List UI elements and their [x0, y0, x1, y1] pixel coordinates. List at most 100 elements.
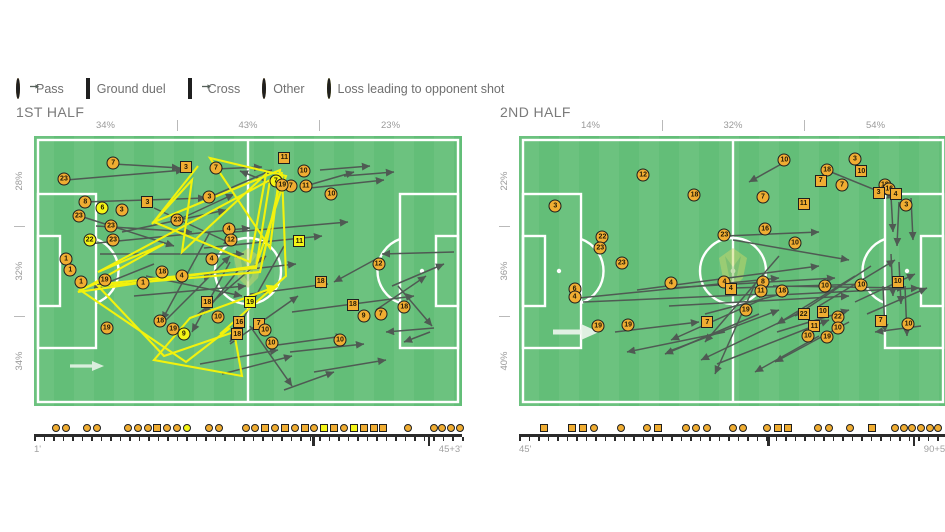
timeline-event-marker[interactable]	[825, 424, 834, 432]
loss-marker[interactable]: 19	[621, 318, 635, 332]
loss-marker[interactable]: 18	[231, 328, 244, 341]
loss-marker[interactable]: 7	[835, 178, 849, 192]
loss-marker[interactable]: 23	[106, 233, 120, 247]
loss-marker[interactable]: 7	[814, 174, 827, 187]
loss-marker[interactable]: 18	[314, 275, 327, 288]
loss-marker[interactable]: 9	[357, 309, 371, 323]
loss-marker[interactable]: 18	[687, 188, 701, 202]
loss-marker[interactable]: 18	[820, 163, 834, 177]
timeline-event-marker[interactable]	[891, 424, 900, 432]
loss-marker[interactable]: 10	[901, 317, 915, 331]
timeline-event-marker[interactable]	[261, 424, 270, 432]
loss-marker[interactable]: 7	[209, 161, 223, 175]
timeline-event-marker[interactable]	[540, 424, 549, 432]
timeline-event-marker[interactable]	[429, 424, 438, 432]
loss-marker[interactable]: 11	[278, 151, 291, 164]
timeline-event-marker[interactable]	[589, 424, 598, 432]
loss-marker[interactable]: 4	[568, 290, 582, 304]
loss-marker[interactable]: 16	[758, 222, 772, 236]
loss-marker[interactable]: 10	[818, 279, 832, 293]
timeline-event-marker[interactable]	[681, 424, 690, 432]
loss-marker[interactable]: 11	[797, 197, 810, 210]
timeline-event-marker[interactable]	[241, 424, 250, 432]
loss-marker[interactable]: 23	[615, 256, 629, 270]
loss-marker[interactable]: 19	[739, 303, 753, 317]
loss-marker[interactable]: 23	[57, 172, 71, 186]
loss-marker[interactable]: 1	[63, 263, 77, 277]
timeline-event-marker[interactable]	[404, 424, 413, 432]
timeline-event-marker[interactable]	[123, 424, 132, 432]
loss-marker[interactable]: 18	[775, 284, 789, 298]
timeline-event-marker[interactable]	[739, 424, 748, 432]
loss-marker[interactable]: 7	[756, 190, 770, 204]
timeline-event-marker[interactable]	[578, 424, 587, 432]
loss-marker[interactable]: 3	[141, 196, 154, 209]
loss-marker[interactable]: 1	[136, 276, 150, 290]
loss-marker[interactable]: 19	[275, 178, 289, 192]
timeline-event-marker[interactable]	[568, 424, 577, 432]
timeline-event-marker[interactable]	[173, 424, 182, 432]
loss-marker[interactable]: 23	[717, 228, 731, 242]
loss-marker[interactable]: 3	[179, 161, 192, 174]
timeline-event-marker[interactable]	[143, 424, 152, 432]
loss-marker[interactable]: 10	[855, 165, 868, 178]
timeline-event-marker[interactable]	[133, 424, 142, 432]
timeline-event-marker[interactable]	[61, 424, 70, 432]
timeline-event-marker[interactable]	[83, 424, 92, 432]
loss-marker[interactable]: 12	[224, 233, 238, 247]
loss-marker[interactable]: 10	[777, 153, 791, 167]
loss-marker[interactable]: 10	[854, 278, 868, 291]
timeline-event-marker[interactable]	[271, 424, 280, 432]
timeline-event-marker[interactable]	[163, 424, 172, 432]
loss-marker[interactable]: 16	[233, 316, 246, 329]
timeline-event-marker[interactable]	[846, 424, 855, 432]
loss-marker[interactable]: 18	[397, 300, 411, 314]
timeline-event-marker[interactable]	[653, 424, 662, 432]
loss-marker[interactable]: 10	[324, 187, 338, 201]
timeline-event-marker[interactable]	[215, 424, 224, 432]
loss-marker[interactable]: 7	[874, 314, 887, 327]
timeline-event-marker[interactable]	[51, 424, 60, 432]
timeline-event-marker[interactable]	[728, 424, 737, 432]
loss-marker[interactable]: 11	[293, 235, 306, 248]
timeline-event-marker[interactable]	[349, 424, 358, 432]
timeline-event-marker[interactable]	[153, 424, 162, 432]
timeline-event-marker[interactable]	[867, 424, 876, 432]
timeline-event-marker[interactable]	[643, 424, 652, 432]
timeline-event-marker[interactable]	[359, 424, 368, 432]
timeline-event-marker[interactable]	[447, 424, 456, 432]
loss-marker[interactable]: 11	[299, 179, 313, 193]
timeline-event-marker[interactable]	[438, 424, 447, 432]
loss-marker[interactable]: 19	[98, 273, 112, 287]
timeline-event-marker[interactable]	[784, 424, 793, 432]
loss-marker[interactable]: 4	[724, 282, 737, 295]
timeline-event-marker[interactable]	[934, 424, 943, 432]
timeline-event-marker[interactable]	[310, 424, 319, 432]
loss-marker[interactable]: 18	[153, 314, 167, 328]
timeline-event-marker[interactable]	[330, 424, 339, 432]
loss-marker[interactable]: 10	[211, 310, 225, 324]
loss-marker[interactable]: 3	[115, 203, 129, 217]
loss-marker[interactable]: 10	[816, 305, 829, 318]
loss-marker[interactable]: 18	[346, 298, 359, 311]
loss-marker[interactable]: 12	[636, 168, 650, 182]
loss-marker[interactable]: 1	[74, 275, 88, 289]
loss-marker[interactable]: 10	[258, 323, 272, 337]
timeline-event-marker[interactable]	[617, 424, 626, 432]
timeline-event-marker[interactable]	[917, 424, 926, 432]
loss-marker[interactable]: 22	[83, 233, 97, 247]
loss-marker[interactable]: 11	[754, 284, 768, 298]
loss-marker[interactable]: 19	[820, 330, 834, 344]
loss-marker[interactable]: 10	[265, 336, 279, 350]
timeline-event-marker[interactable]	[290, 424, 299, 432]
timeline-event-marker[interactable]	[251, 424, 260, 432]
loss-marker[interactable]: 23	[72, 209, 86, 223]
timeline-event-marker[interactable]	[925, 424, 934, 432]
loss-marker[interactable]: 7	[106, 156, 120, 170]
loss-marker[interactable]: 8	[78, 195, 92, 209]
loss-marker[interactable]: 7	[701, 316, 714, 329]
loss-marker[interactable]: 19	[100, 321, 114, 335]
loss-marker[interactable]: 10	[831, 321, 845, 335]
timeline-event-marker[interactable]	[814, 424, 823, 432]
loss-marker[interactable]: 4	[664, 276, 678, 290]
